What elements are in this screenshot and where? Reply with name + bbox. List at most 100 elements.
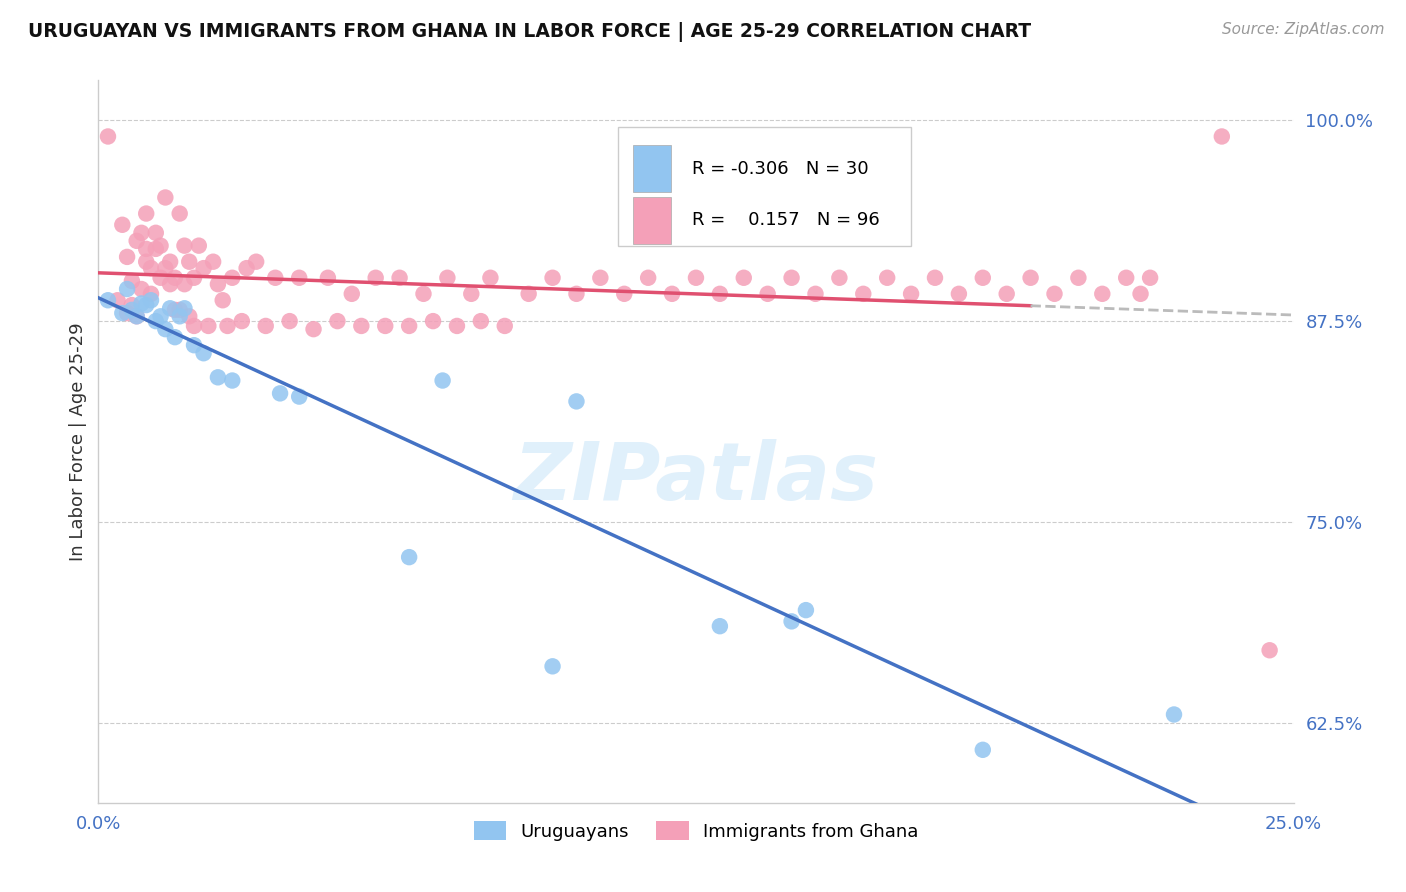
Point: [254, 318, 277, 333]
Point: [149, 270, 172, 285]
Point: [115, 282, 138, 296]
Legend: Uruguayans, Immigrants from Ghana: Uruguayans, Immigrants from Ghana: [467, 814, 925, 848]
Point: [111, 306, 134, 320]
Point: [388, 270, 411, 285]
Point: [135, 298, 157, 312]
Point: [173, 238, 195, 252]
Point: [131, 282, 153, 296]
Point: [1043, 286, 1066, 301]
Point: [187, 238, 209, 252]
Y-axis label: In Labor Force | Age 25-29: In Labor Force | Age 25-29: [69, 322, 87, 561]
Point: [159, 277, 181, 292]
Point: [709, 286, 731, 301]
Point: [1129, 286, 1152, 301]
Point: [972, 743, 994, 757]
Point: [207, 370, 229, 384]
Point: [1067, 270, 1090, 285]
Point: [169, 206, 191, 220]
Point: [326, 314, 349, 328]
Point: [125, 310, 148, 324]
Point: [374, 318, 396, 333]
Point: [661, 286, 683, 301]
Point: [780, 615, 803, 629]
Point: [613, 286, 636, 301]
Point: [139, 261, 162, 276]
Point: [169, 310, 191, 324]
Point: [972, 270, 994, 285]
Point: [115, 306, 138, 320]
Point: [235, 261, 257, 276]
Point: [494, 318, 516, 333]
Point: [179, 310, 201, 324]
Point: [183, 270, 205, 285]
Point: [202, 254, 225, 268]
Point: [436, 270, 458, 285]
Point: [900, 286, 922, 301]
Point: [398, 318, 420, 333]
Point: [794, 603, 817, 617]
Point: [1258, 643, 1281, 657]
Point: [97, 293, 120, 308]
Point: [446, 318, 468, 333]
Point: [217, 318, 239, 333]
Point: [1091, 286, 1114, 301]
Point: [422, 314, 444, 328]
Point: [1115, 270, 1137, 285]
Point: [197, 318, 219, 333]
Point: [121, 274, 143, 288]
Point: [111, 218, 134, 232]
Bar: [633, 145, 671, 193]
Point: [470, 314, 492, 328]
Point: [517, 286, 540, 301]
Point: [685, 270, 707, 285]
Point: [159, 254, 181, 268]
Point: [107, 293, 129, 308]
Point: [245, 254, 267, 268]
Text: Source: ZipAtlas.com: Source: ZipAtlas.com: [1222, 22, 1385, 37]
Text: ZIPatlas: ZIPatlas: [513, 439, 879, 516]
Point: [733, 270, 755, 285]
Point: [231, 314, 253, 328]
Point: [288, 270, 311, 285]
Point: [1019, 270, 1042, 285]
Point: [97, 129, 120, 144]
FancyBboxPatch shape: [619, 128, 911, 246]
Point: [221, 374, 243, 388]
Point: [1139, 270, 1161, 285]
Point: [155, 261, 177, 276]
Point: [173, 277, 195, 292]
Point: [948, 286, 970, 301]
Point: [115, 250, 138, 264]
Point: [288, 390, 311, 404]
Point: [589, 270, 612, 285]
Point: [1211, 129, 1233, 144]
Point: [193, 346, 215, 360]
Point: [131, 296, 153, 310]
Text: R =    0.157   N = 96: R = 0.157 N = 96: [692, 211, 880, 229]
Point: [183, 338, 205, 352]
Point: [155, 322, 177, 336]
Point: [121, 298, 143, 312]
Point: [207, 277, 229, 292]
Point: [221, 270, 243, 285]
Point: [163, 270, 186, 285]
Point: [121, 302, 143, 317]
Point: [269, 386, 291, 401]
Point: [995, 286, 1018, 301]
Point: [432, 374, 454, 388]
Point: [924, 270, 946, 285]
Point: [163, 330, 186, 344]
Point: [412, 286, 434, 301]
Point: [264, 270, 287, 285]
Point: [804, 286, 827, 301]
Point: [637, 270, 659, 285]
Point: [135, 242, 157, 256]
Point: [316, 270, 339, 285]
Point: [149, 310, 172, 324]
Point: [350, 318, 373, 333]
Point: [709, 619, 731, 633]
Point: [828, 270, 851, 285]
Point: [278, 314, 301, 328]
Point: [565, 394, 588, 409]
Point: [852, 286, 875, 301]
